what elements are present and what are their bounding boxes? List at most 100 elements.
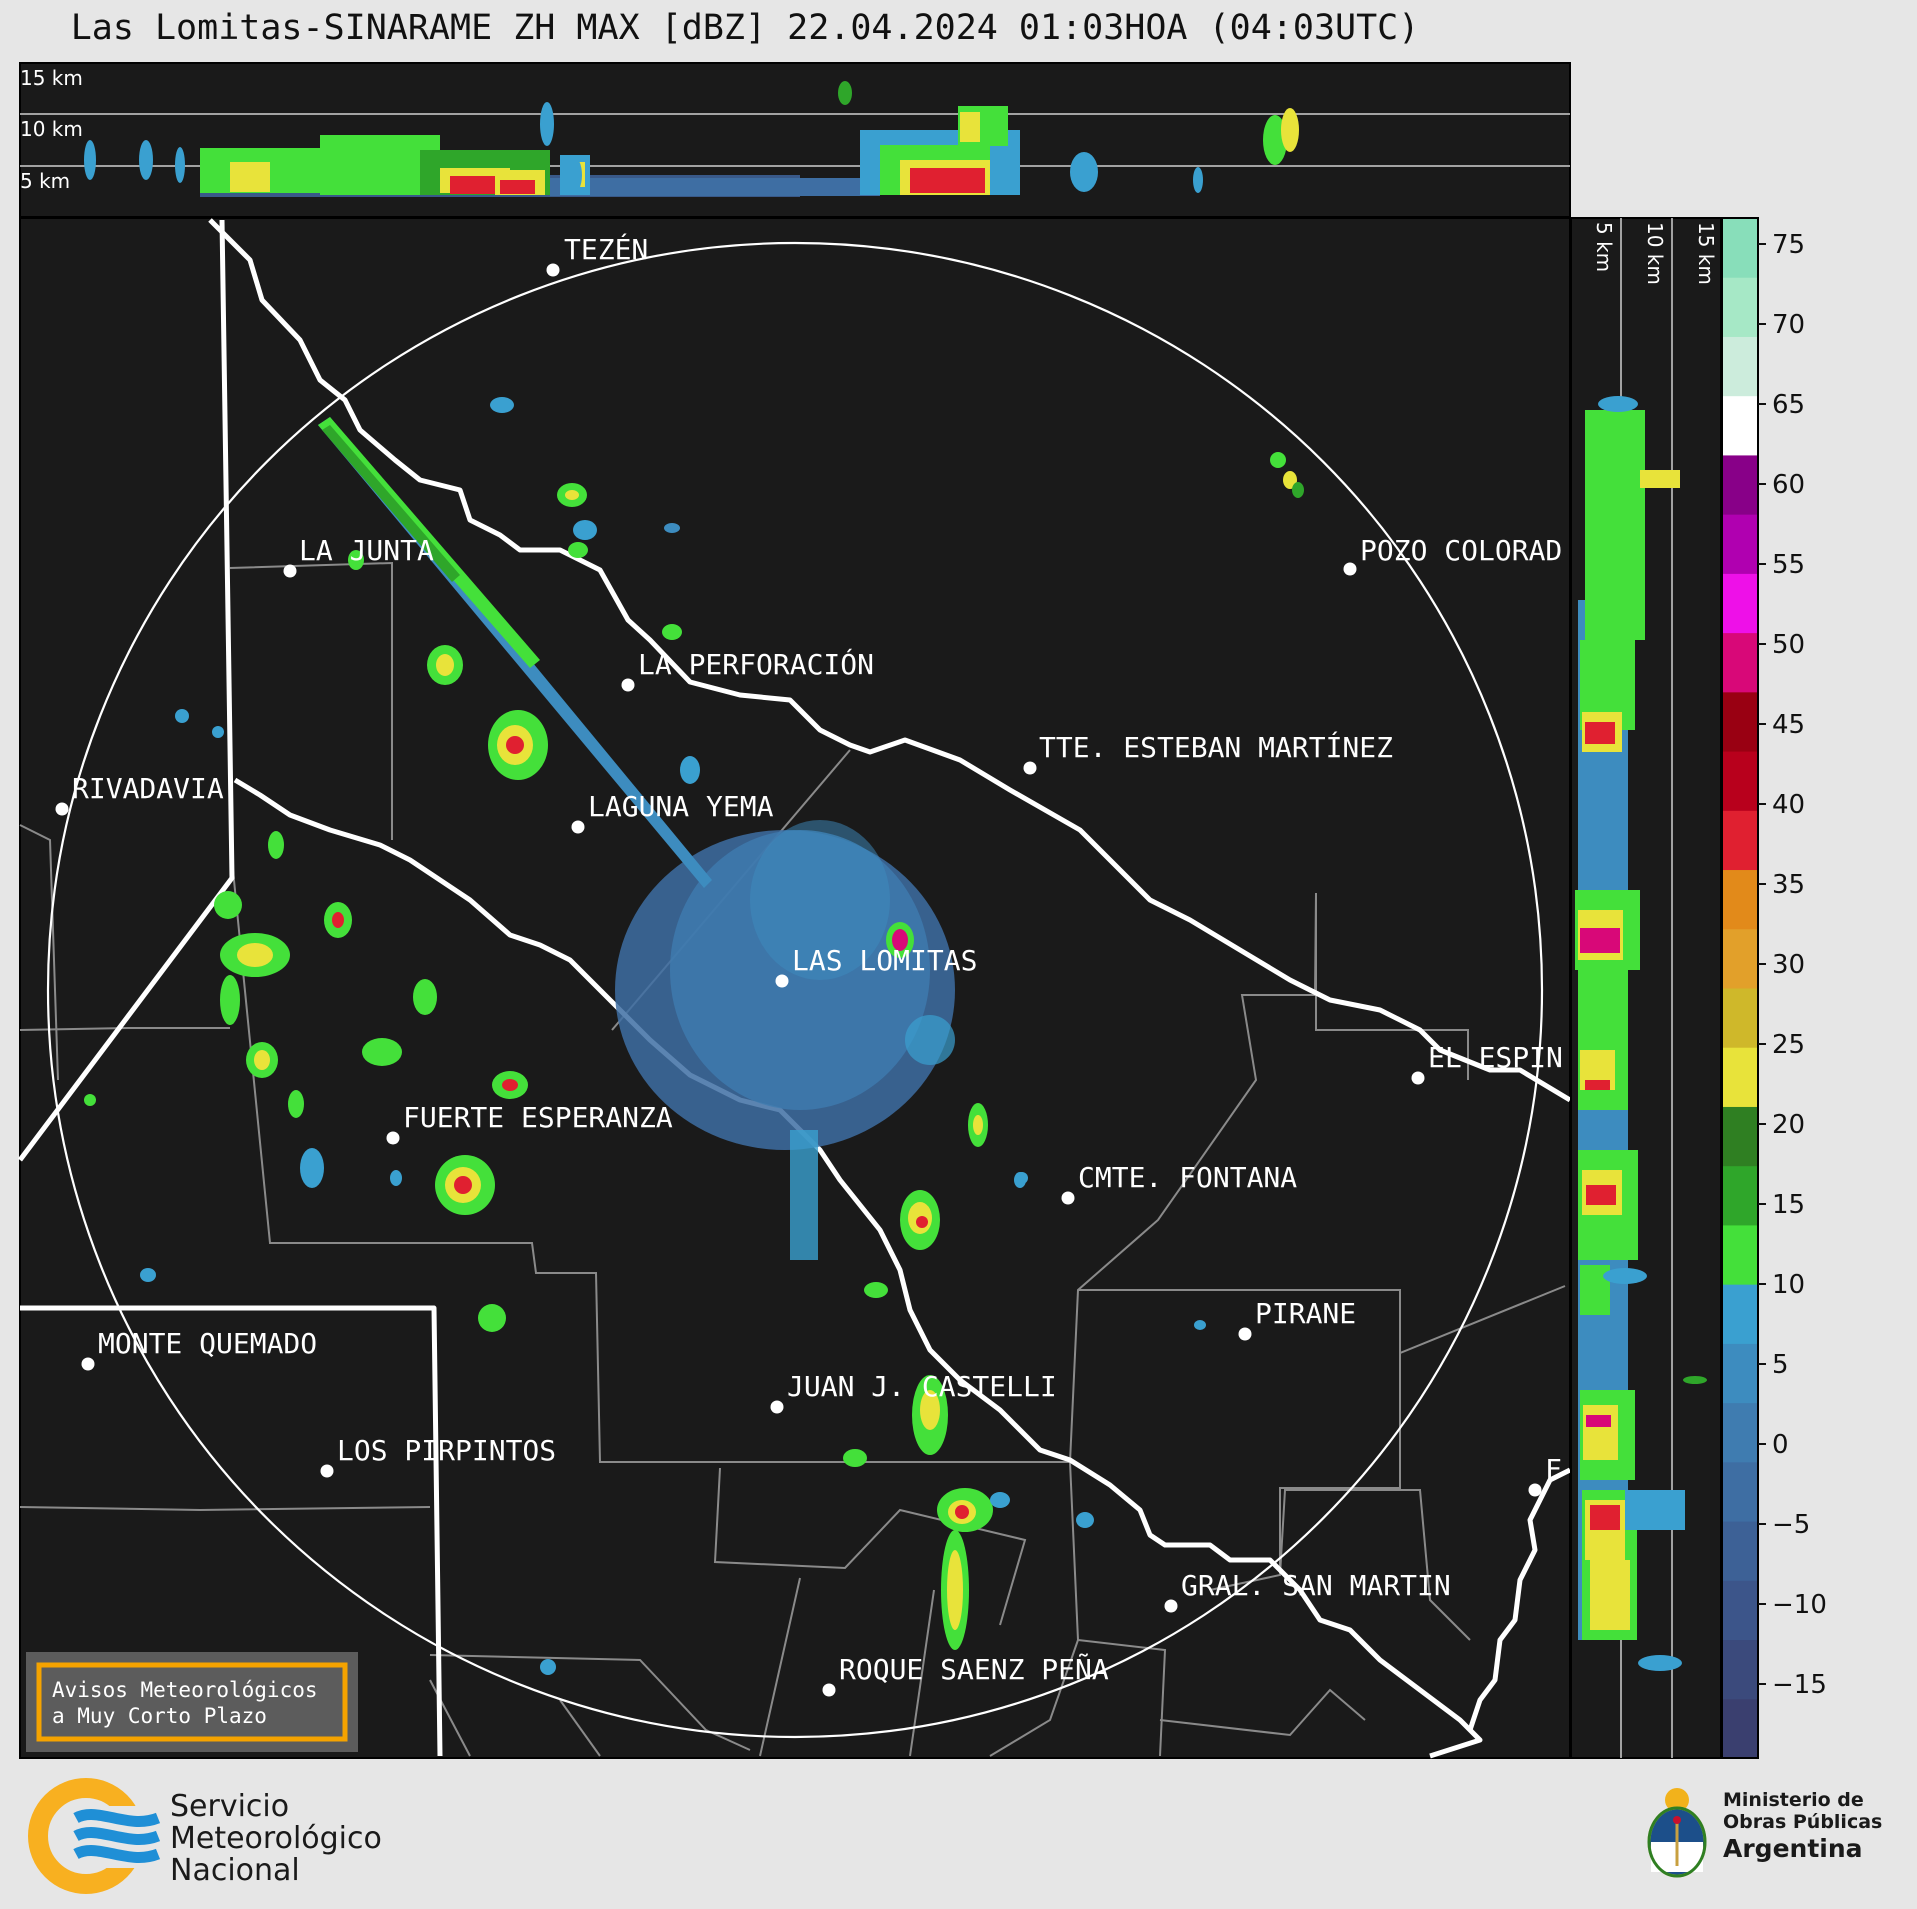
colorbar-tick-label: 50 [1772,630,1805,660]
colorbar-band [1722,869,1758,930]
storm-cell [427,645,463,685]
top-profile-echoes [84,81,1299,197]
colorbar-tick-label: 70 [1772,310,1805,340]
city-label: TEZÉN [564,232,648,266]
notice-line2: a Muy Corto Plazo [52,1704,267,1728]
colorbar-tick-label: −10 [1772,1590,1827,1620]
colorbar-band [1722,218,1758,278]
ministry-name-line3: Argentina [1723,1834,1863,1863]
city-marker [775,974,789,988]
city-label: LOS PIRPINTOS [337,1434,556,1467]
ministry-logo: Ministerio de Obras Públicas Argentina [1645,1780,1895,1894]
smn-name-line1: Servicio [170,1789,289,1824]
colorbar-tick-label: 35 [1772,870,1805,900]
colorbar-tick-label: 60 [1772,470,1805,500]
city-labels: TEZÉN LA JUNTA POZO COLORAD LA PERFORACI… [72,232,1563,1686]
city-label: POZO COLORAD [1360,534,1562,567]
colorbar-band [1722,395,1758,456]
smn-logo-graphic: Servicio Meteorológico Nacional [28,1778,382,1894]
city-label: ROQUE SAENZ PEÑA [839,1652,1109,1686]
storm-cell [937,1488,993,1532]
city-marker [571,820,585,834]
colorbar-tick-label: 55 [1772,550,1805,580]
city-marker [386,1131,400,1145]
ministry-name-line1: Ministerio de [1723,1789,1864,1811]
colorbar-tick-label: −15 [1772,1670,1827,1700]
radar-echoes [84,397,1304,1675]
colorbar-tick-label: 0 [1772,1430,1789,1460]
colorbar-band [1722,1284,1758,1344]
storm-cell [886,922,914,958]
storm-cell [488,710,548,780]
colorbar-band [1722,1461,1758,1522]
province-boundaries [18,219,443,1757]
top-profile-label-15km: 15 km [20,66,83,90]
department-boundaries [19,561,1566,1757]
notice-line1: Avisos Meteorológicos [52,1678,318,1702]
city-marker [81,1357,95,1371]
city-marker [1238,1327,1252,1341]
side-profile-label-5km: 5 km [1592,222,1616,272]
colorbar-tick-label: 15 [1772,1190,1805,1220]
smn-name-line3: Nacional [170,1853,300,1888]
colorbar-band [1722,691,1758,752]
city-label: CMTE. FONTANA [1078,1161,1297,1194]
colorbar-band [1722,1402,1758,1463]
city-label: JUAN J. CASTELLI [787,1370,1057,1403]
storm-cell [912,1375,948,1455]
colorbar-band [1722,1639,1758,1700]
colorbar-band [1722,336,1758,397]
radar-range-ring [46,241,1544,1739]
colorbar-tick-label: 25 [1772,1030,1805,1060]
map-panel: TEZÉN LA JUNTA POZO COLORAD LA PERFORACI… [18,217,1572,1759]
colorbar-tick-label: 65 [1772,390,1805,420]
colorbar-tick-label: 45 [1772,710,1805,740]
colorbar-tick-label: 10 [1772,1270,1805,1300]
city-markers [55,263,1542,1697]
smn-name-line2: Meteorológico [170,1821,382,1856]
city-label: GRAL. SAN MARTIN [1181,1569,1451,1602]
colorbar-band [1722,1224,1758,1285]
colorbar-band [1722,928,1758,989]
colorbar-band [1722,632,1758,693]
ministry-logo-graphic: Ministerio de Obras Públicas Argentina [1647,1788,1882,1878]
city-marker [1411,1071,1425,1085]
colorbar-band [1722,573,1758,634]
colorbar-band [1722,514,1758,574]
city-marker [1164,1599,1178,1613]
colorbar-band [1722,1047,1758,1107]
city-label: LAS LOMITAS [792,944,977,977]
colorbar-band [1722,810,1758,871]
national-coat-of-arms-icon [1647,1788,1707,1878]
colorbar-band [1722,277,1758,337]
city-marker [546,263,560,277]
notice-box[interactable]: Avisos Meteorológicos a Muy Corto Plazo [26,1652,358,1752]
smn-logo: Servicio Meteorológico Nacional [28,1778,448,1902]
colorbar-band [1722,1165,1758,1226]
city-label: FUERTE ESPERANZA [403,1101,673,1134]
city-marker [1023,761,1037,775]
colorbar-band [1722,454,1758,515]
colorbar-tick-label: 40 [1772,790,1805,820]
colorbar-tick-label: 75 [1772,230,1805,260]
side-profile-panel: 5 km 10 km 15 km [1570,217,1722,1759]
storm-cell [941,1530,969,1650]
city-marker [55,802,69,816]
colorbar-band [1722,1698,1758,1759]
colorbar-bands [1722,218,1758,1759]
top-profile-label-5km: 5 km [20,169,70,193]
rivers [208,218,1572,1759]
city-marker [1343,562,1357,576]
map-title: Las Lomitas-SINARAME ZH MAX [dBZ] 22.04.… [70,8,1420,48]
city-marker [1528,1483,1542,1497]
city-label: TTE. ESTEBAN MARTÍNEZ [1039,730,1393,764]
city-marker [283,564,297,578]
city-label: LA PERFORACIÓN [638,647,874,681]
city-marker [770,1400,784,1414]
storm-cell [435,1155,495,1215]
colorbar-tick-label: 20 [1772,1110,1805,1140]
colorbar-band [1722,1106,1758,1167]
top-profile-label-10km: 10 km [20,117,83,141]
